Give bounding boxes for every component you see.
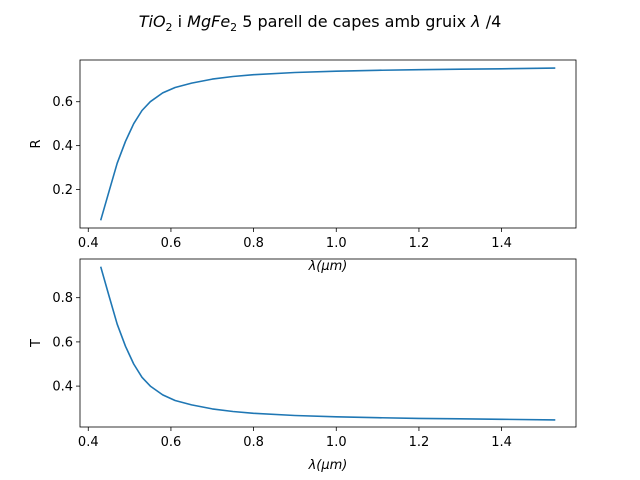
transmittance-x-tick-label: 1.2 — [409, 435, 430, 450]
transmittance-series-line — [99, 266, 556, 421]
reflectance-x-axis-label: λ(μm) — [308, 259, 348, 274]
transmittance-y-tick-label: 0.4 — [52, 380, 73, 395]
reflectance-y-tick-label: 0.6 — [52, 95, 73, 110]
title-i: i — [173, 12, 188, 31]
title-mgfe-sub: 2 — [230, 21, 237, 34]
reflectance-x-tick-label: 1.2 — [409, 236, 430, 251]
reflectance-x-tick-label: 1.4 — [491, 236, 512, 251]
reflectance-x-tick-label: 0.6 — [161, 236, 182, 251]
reflectance-x-tick-label: 1.0 — [326, 236, 347, 251]
reflectance-y-axis-label: R — [29, 139, 44, 148]
title-mgfe: MgFe — [187, 12, 230, 31]
reflectance-axes-frame — [79, 59, 577, 229]
reflectance-subplot: 0.4 0.6 0.8 1.0 1.2 1.4 0.2 0.4 0.6 Rλ(μm) — [29, 59, 577, 274]
figure-title: TiO2 i MgFe2 5 parell de capes amb gruix… — [139, 12, 502, 34]
title-tio-sub: 2 — [166, 21, 173, 34]
title-rest: 5 parell de capes amb gruix — [237, 12, 471, 31]
transmittance-x-tick-label: 0.6 — [161, 435, 182, 450]
title-lambda: λ — [470, 12, 480, 31]
reflectance-y-tick-label: 0.2 — [52, 183, 73, 198]
transmittance-x-axis-label: λ(μm) — [308, 458, 348, 473]
transmittance-x-tick-label: 0.4 — [78, 435, 99, 450]
transmittance-axes-frame — [79, 258, 577, 428]
transmittance-subplot: 0.4 0.6 0.8 1.0 1.2 1.4 0.4 0.6 0.8 Tλ(μm) — [29, 258, 577, 473]
transmittance-x-tick-label: 0.8 — [243, 435, 264, 450]
reflectance-y-tick-label: 0.4 — [52, 139, 73, 154]
transmittance-y-tick-label: 0.8 — [52, 291, 73, 306]
transmittance-x-tick-label: 1.4 — [491, 435, 512, 450]
reflectance-x-tick-label: 0.8 — [243, 236, 264, 251]
transmittance-x-tick-label: 1.0 — [326, 435, 347, 450]
title-tio: TiO — [139, 12, 166, 31]
reflectance-x-tick-label: 0.4 — [78, 236, 99, 251]
reflectance-series-line — [99, 67, 556, 221]
transmittance-y-axis-label: T — [29, 339, 44, 348]
title-quarter: /4 — [481, 12, 502, 31]
transmittance-y-tick-label: 0.6 — [52, 335, 73, 350]
